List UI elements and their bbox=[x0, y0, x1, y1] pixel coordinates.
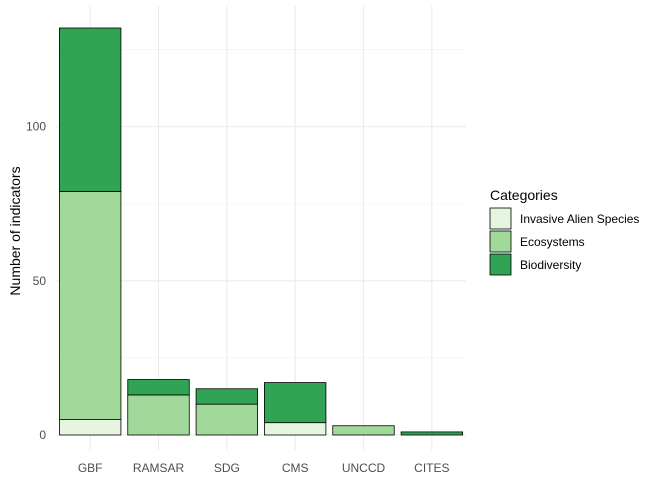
bar-segment-gbf-0 bbox=[59, 419, 122, 436]
legend-label: Ecosystems bbox=[520, 235, 585, 249]
legend-title: Categories bbox=[490, 187, 558, 203]
y-tick-label: 50 bbox=[33, 274, 47, 288]
legend: Categories Invasive Alien Species Ecosyst… bbox=[489, 187, 639, 276]
x-tick-label: RAMSAR bbox=[133, 461, 185, 475]
bar-segment-unccd-1 bbox=[332, 425, 395, 436]
x-tick-label: GBF bbox=[78, 461, 103, 475]
bar-segment-cms-2 bbox=[264, 382, 327, 424]
x-tick-label: CMS bbox=[282, 461, 309, 475]
bar-segment-sdg-2 bbox=[195, 388, 258, 405]
bar-segment-ramsar-1 bbox=[127, 394, 190, 436]
y-tick-label: 100 bbox=[26, 120, 46, 134]
y-tick-label: 0 bbox=[39, 428, 46, 442]
bar-segment-ramsar-2 bbox=[127, 379, 190, 396]
x-tick-label: CITES bbox=[414, 461, 449, 475]
x-tick-label: SDG bbox=[214, 461, 240, 475]
legend-swatch bbox=[489, 253, 512, 276]
bar-segment-sdg-1 bbox=[195, 403, 258, 436]
y-axis-title: Number of indicators bbox=[7, 166, 23, 295]
y-tick-labels: 0 50 100 bbox=[26, 120, 46, 442]
bar-segment-cms-0 bbox=[264, 422, 327, 436]
bar-segment-gbf-2 bbox=[59, 27, 122, 192]
legend-label: Invasive Alien Species bbox=[520, 212, 639, 226]
x-tick-labels: GBF RAMSAR SDG CMS UNCCD CITES bbox=[78, 461, 450, 475]
bars bbox=[59, 27, 463, 436]
x-tick-label: UNCCD bbox=[342, 461, 386, 475]
legend-swatch bbox=[489, 207, 512, 230]
bar-segment-cites-2 bbox=[400, 431, 463, 436]
bar-segment-gbf-1 bbox=[59, 191, 122, 420]
legend-swatch bbox=[489, 230, 512, 253]
legend-label: Biodiversity bbox=[520, 258, 581, 272]
